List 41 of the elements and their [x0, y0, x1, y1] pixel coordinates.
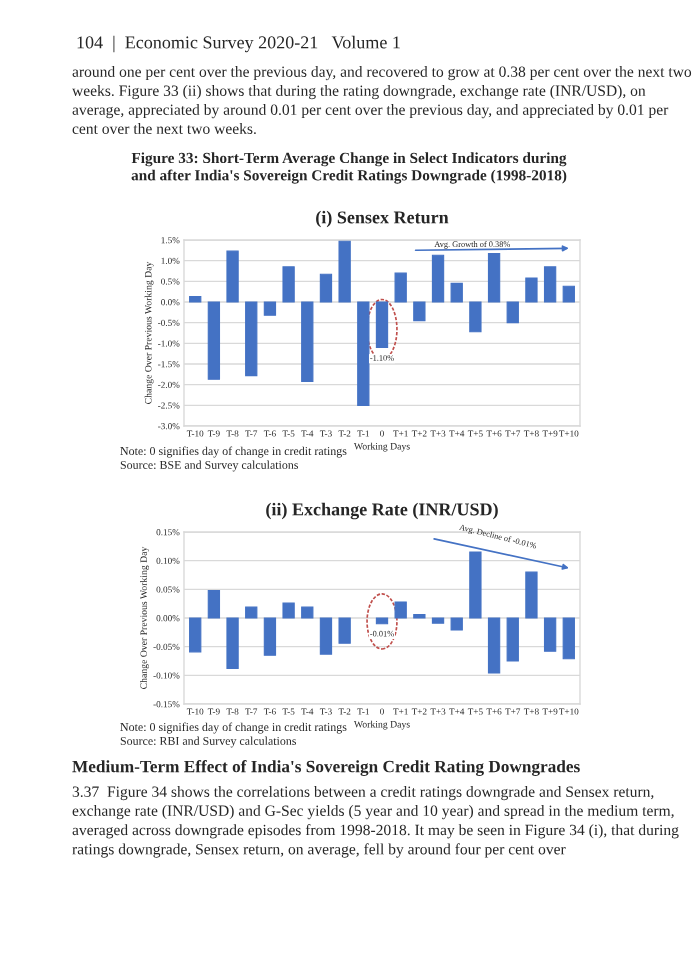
bar	[469, 301, 482, 333]
bar	[543, 617, 557, 652]
bar	[431, 617, 445, 624]
bar	[263, 617, 277, 656]
bar	[189, 617, 202, 653]
bar	[282, 602, 295, 619]
bar	[338, 617, 351, 644]
bar	[357, 301, 370, 406]
bar	[226, 250, 239, 303]
bar	[226, 617, 239, 670]
bar	[413, 301, 426, 322]
bar	[245, 301, 258, 377]
bar	[375, 617, 389, 625]
bar	[338, 240, 351, 303]
text: Medium-Term Effect of India's Sovereign Credit Rating Downgrades	[72, 760, 580, 776]
bar	[207, 589, 221, 619]
bar	[487, 617, 501, 674]
bar	[301, 606, 314, 619]
bar	[506, 301, 519, 324]
bar	[207, 301, 221, 380]
bar	[562, 285, 575, 303]
bar	[562, 617, 575, 660]
text: 104 | Economic Survey 2020-21 Volume 1	[77, 35, 400, 53]
bar	[525, 277, 538, 303]
bar	[450, 617, 463, 631]
bar	[525, 571, 538, 619]
bar	[301, 301, 314, 382]
bar	[506, 617, 519, 662]
bar	[319, 273, 333, 303]
bar	[543, 266, 557, 303]
bar	[450, 282, 463, 303]
bar	[319, 617, 333, 655]
bar	[394, 601, 407, 619]
bar	[282, 266, 295, 303]
bar	[431, 254, 445, 303]
bar	[189, 296, 202, 303]
chart-title: (ii) Exchange Rate (INR/USD)	[266, 502, 498, 520]
bar	[245, 606, 258, 619]
bar	[394, 272, 407, 303]
chart-title: (i) Sensex Return	[316, 210, 449, 228]
bar	[263, 301, 277, 316]
